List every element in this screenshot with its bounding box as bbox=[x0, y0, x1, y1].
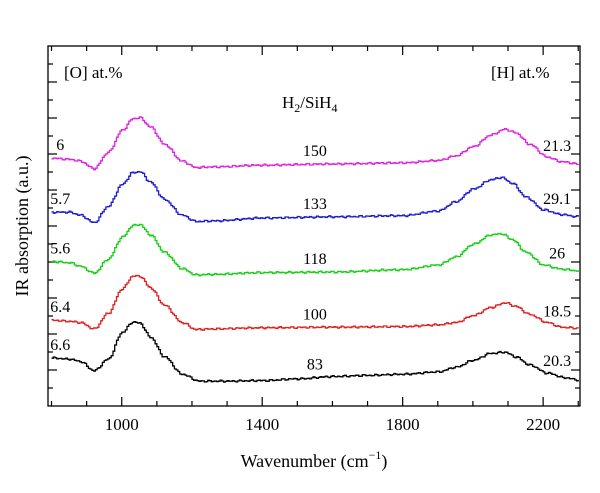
series-line-133 bbox=[51, 170, 579, 224]
x-tick-label: 1400 bbox=[245, 415, 279, 434]
curve-annotations: 150 6 21.3 133 5.7 29.1 118 5.6 26 100 6.4 18.5 83 6.… bbox=[50, 137, 571, 373]
oxygen-label: 5.6 bbox=[50, 241, 70, 258]
x-axis-title: Wavenumber (cm−1) bbox=[241, 448, 388, 472]
hydrogen-label: 20.3 bbox=[543, 353, 571, 370]
oxygen-label: 6.4 bbox=[50, 299, 70, 316]
series-line-118 bbox=[51, 223, 579, 277]
hydrogen-label: 29.1 bbox=[543, 191, 571, 208]
hydrogen-label: 21.3 bbox=[543, 138, 571, 155]
series-line-83 bbox=[51, 320, 579, 383]
oxygen-label: 6 bbox=[56, 137, 64, 154]
x-tick-label: 1800 bbox=[386, 415, 420, 434]
ratio-label: 118 bbox=[303, 251, 326, 268]
series-line-150 bbox=[51, 116, 579, 171]
ratio-header: H2/SiH4 bbox=[282, 93, 337, 115]
x-tick-labels: 1000 1400 1800 2200 bbox=[105, 415, 560, 434]
oxygen-label: 5.7 bbox=[50, 191, 70, 208]
ratio-label: 133 bbox=[303, 196, 327, 213]
ratio-label: 150 bbox=[303, 143, 327, 160]
oxygen-header: [O] at.% bbox=[64, 63, 123, 82]
series-lines bbox=[51, 116, 579, 383]
oxygen-label: 6.6 bbox=[50, 337, 70, 354]
y-axis-title: IR absorption (a.u.) bbox=[12, 156, 33, 297]
x-tick-label: 2200 bbox=[526, 415, 560, 434]
ratio-label: 100 bbox=[303, 306, 327, 323]
x-tick-label: 1000 bbox=[105, 415, 139, 434]
ratio-label: 83 bbox=[307, 357, 323, 374]
hydrogen-header: [H] at.% bbox=[491, 63, 550, 82]
axis-ticks bbox=[48, 46, 580, 406]
hydrogen-label: 18.5 bbox=[543, 303, 571, 320]
hydrogen-label: 26 bbox=[549, 246, 565, 263]
series-line-100 bbox=[51, 274, 579, 331]
